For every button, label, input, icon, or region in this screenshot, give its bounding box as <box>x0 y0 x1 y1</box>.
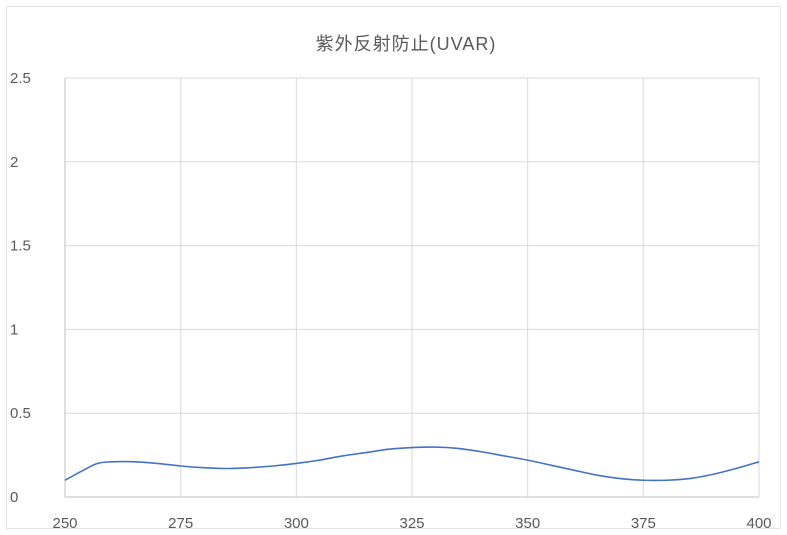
grid <box>65 78 759 497</box>
x-tick-label: 325 <box>399 515 424 532</box>
x-tick-label: 375 <box>631 515 656 532</box>
y-tick-label: 2 <box>10 154 18 171</box>
y-tick-label: 1.5 <box>10 238 31 255</box>
y-tick-label: 0.5 <box>10 405 31 422</box>
y-tick-label: 0 <box>10 489 18 506</box>
x-tick-label: 275 <box>168 515 193 532</box>
y-tick-label: 1 <box>10 321 18 338</box>
x-tick-label: 300 <box>284 515 309 532</box>
y-tick-label: 2.5 <box>10 70 31 87</box>
x-tick-label: 400 <box>746 515 771 532</box>
x-tick-label: 350 <box>515 515 540 532</box>
x-tick-label: 250 <box>52 515 77 532</box>
tick-labels: 0 0.5 1 1.5 2 2.5 250 275 300 325 350 375 400 <box>10 70 772 532</box>
